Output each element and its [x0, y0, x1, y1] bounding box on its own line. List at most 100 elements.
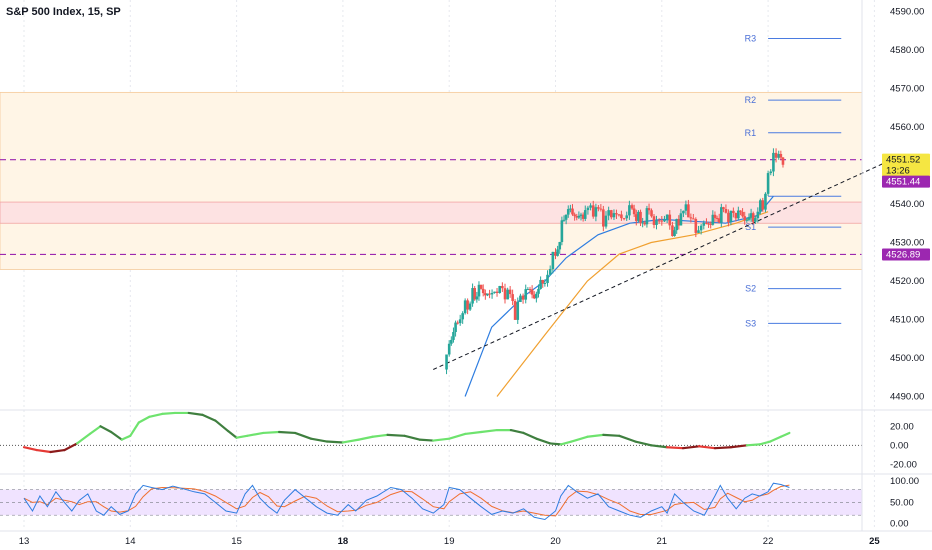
price-badge-label: 4551.52: [886, 155, 920, 166]
candle-body: [639, 211, 642, 223]
candle-body: [479, 284, 483, 289]
candle-body: [548, 268, 552, 275]
candle-body: [589, 205, 592, 208]
candle-body: [551, 251, 555, 269]
candle-body: [452, 332, 455, 340]
candle-body: [709, 223, 712, 225]
candle-body: [461, 313, 464, 320]
candle-body: [679, 213, 683, 226]
candle-body: [591, 205, 595, 217]
time-tick-label: 25: [869, 536, 880, 547]
candle-body: [454, 322, 457, 333]
pivot-label: R3: [745, 33, 757, 43]
candle-body: [634, 214, 638, 221]
candle-body: [727, 212, 730, 222]
osc1-segment: [235, 434, 249, 439]
candle-body: [705, 222, 708, 224]
osc1-segment: [403, 434, 421, 441]
osc1-tick-label: 0.00: [890, 440, 909, 451]
candle-body: [562, 219, 566, 221]
osc1-segment: [586, 433, 605, 438]
osc1-segment: [63, 442, 79, 452]
osc1-segment: [779, 431, 791, 438]
candle-body: [456, 322, 460, 324]
candle-body: [655, 220, 658, 225]
candle-body: [668, 214, 672, 226]
candle-body: [702, 222, 706, 226]
osc1-segment: [278, 430, 297, 435]
candle-body: [707, 223, 710, 225]
price-tick-label: 4500.00: [890, 353, 924, 364]
price-badge-label: 4526.89: [886, 249, 920, 260]
osc1-segment: [634, 440, 653, 447]
candle-body: [637, 211, 640, 221]
candle-body: [692, 218, 695, 220]
candle-body: [537, 288, 540, 294]
candle-body: [475, 296, 479, 300]
osc1-segment: [341, 438, 360, 444]
candle-body: [759, 200, 762, 212]
candle-body: [546, 274, 549, 283]
candle-body: [577, 215, 581, 218]
price-badge: [882, 175, 930, 188]
candle-body: [610, 210, 613, 218]
candle-body: [530, 289, 534, 295]
osc1-segment: [49, 448, 66, 454]
candle-body: [641, 222, 644, 224]
candle-body: [774, 152, 778, 158]
candle-body: [573, 214, 576, 217]
osc1-segment: [325, 440, 344, 444]
osc1-segment: [76, 432, 92, 445]
candle-body: [594, 207, 598, 217]
candle-body: [620, 214, 623, 219]
price-tick-label: 4590.00: [890, 7, 924, 18]
osc1-segment: [448, 432, 467, 440]
osc1-segment: [293, 431, 313, 440]
osc1-segment: [161, 411, 177, 416]
candle-body: [463, 300, 467, 314]
candle-body: [737, 210, 740, 219]
candle-body: [579, 214, 583, 216]
pivot-label: S2: [745, 284, 756, 294]
candle-body: [754, 218, 757, 222]
candle-body: [519, 295, 522, 303]
price-tick-label: 4520.00: [890, 276, 924, 287]
osc1-segment: [137, 415, 151, 424]
osc2-tick-label: 50.00: [890, 497, 914, 508]
price-badge: [882, 153, 930, 178]
candle-body: [747, 217, 751, 220]
candle-body: [501, 285, 504, 289]
osc1-segment: [386, 433, 406, 437]
osc1-segment: [262, 430, 281, 435]
time-tick-label: 18: [338, 536, 349, 547]
candle-body: [743, 216, 747, 221]
candle-body: [575, 216, 579, 218]
candle-body: [506, 289, 509, 300]
candle-body: [622, 218, 626, 220]
candle-body: [628, 205, 631, 216]
candle-body: [445, 354, 448, 370]
candle-body: [779, 153, 783, 158]
candle-body: [468, 303, 472, 310]
candle-body: [751, 213, 755, 222]
candle-body: [732, 210, 735, 213]
candle-body: [625, 215, 629, 219]
osc1-segment: [309, 437, 329, 443]
candle-body: [583, 210, 587, 219]
price-tick-label: 4560.00: [890, 122, 924, 133]
candle-body: [524, 289, 528, 300]
candle-body: [447, 343, 451, 355]
osc1-segment: [99, 425, 113, 434]
candle-body: [477, 284, 481, 297]
osc1-segment: [535, 437, 552, 445]
osc1-segment: [549, 442, 562, 446]
candle-body: [484, 293, 487, 296]
chart-title: S&P 500 Index, 15, SP: [6, 6, 121, 18]
candle-body: [560, 220, 564, 243]
candle-body: [604, 215, 608, 227]
candle-body: [650, 210, 653, 217]
candle-body: [566, 209, 570, 215]
candle-body: [769, 171, 773, 174]
price-tick-label: 4530.00: [890, 237, 924, 248]
osc1-segment: [226, 429, 238, 439]
